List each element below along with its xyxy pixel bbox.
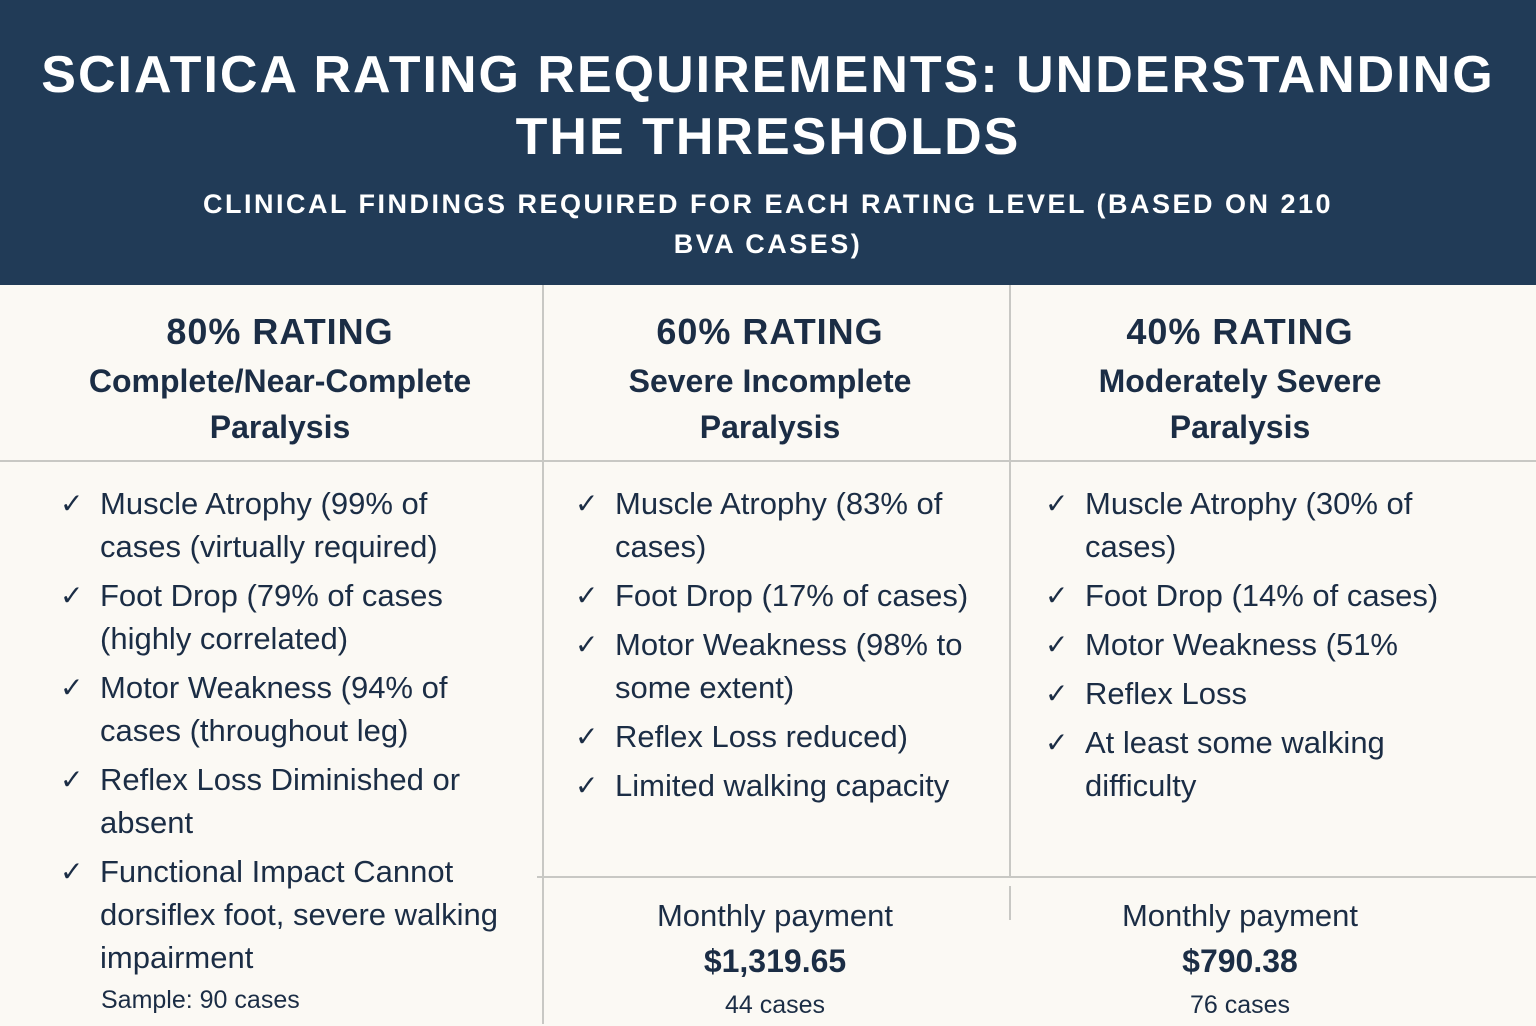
rating-subtitle: Severe Incomplete Paralysis: [628, 363, 912, 445]
checkmark-icon: ✓: [575, 770, 599, 801]
checkmark-icon: ✓: [1045, 488, 1069, 519]
divider: [1009, 886, 1011, 920]
criteria-item: ✓ Foot Drop (14% of cases): [1045, 574, 1445, 617]
divider: [537, 876, 1536, 878]
criteria-text: Motor Weakness (94% of cases (throughout…: [100, 670, 448, 748]
checkmark-icon: ✓: [575, 580, 599, 611]
payment-label: Monthly payment: [1121, 898, 1359, 933]
case-count: 76 cases: [1189, 991, 1291, 1019]
column-header-40: 40% RATING Moderately Severe Paralysis: [1030, 310, 1450, 450]
header: Sciatica Rating Requirements: Understand…: [0, 0, 1536, 285]
criteria-list-80: ✓ Muscle Atrophy (99% of cases (virtually…: [60, 482, 510, 985]
checkmark-icon: ✓: [1045, 727, 1069, 758]
criteria-item: ✓ Functional Impact Cannot dorsiflex foot…: [60, 850, 510, 979]
criteria-text: Foot Drop (14% of cases): [1085, 578, 1439, 613]
criteria-text: Limited walking capacity: [615, 768, 950, 803]
rating-label: 80% RATING: [166, 311, 394, 352]
rating-label: 40% RATING: [1126, 311, 1354, 352]
criteria-text: Foot Drop (79% of cases (highly correlat…: [100, 578, 443, 656]
criteria-text: Muscle Atrophy (83% of cases): [615, 486, 943, 564]
rating-label: 60% RATING: [656, 311, 884, 352]
page-title: Sciatica Rating Requirements: Understand…: [41, 46, 1495, 166]
checkmark-icon: ✓: [60, 488, 84, 519]
payment-40: Monthly payment $790.38 76 cases: [1030, 894, 1450, 1026]
criteria-item: ✓ Foot Drop (79% of cases (highly correla…: [60, 574, 510, 660]
criteria-item: ✓ Muscle Atrophy (99% of cases (virtually…: [60, 482, 510, 568]
criteria-item: ✓ Motor Weakness (94% of cases (throughou…: [60, 666, 510, 752]
checkmark-icon: ✓: [1045, 678, 1069, 709]
payment-60: Monthly payment $1,319.65 44 cases: [560, 894, 990, 1026]
criteria-text: Functional Impact Cannot dorsiflex foot,…: [100, 854, 499, 975]
criteria-item: ✓ Foot Drop (17% of cases): [575, 574, 1000, 617]
divider: [542, 285, 544, 1024]
criteria-list-40: ✓ Muscle Atrophy (30% of cases) ✓ Foot Drop…: [1045, 482, 1445, 813]
criteria-text: Reflex Loss: [1085, 676, 1247, 711]
checkmark-icon: ✓: [60, 856, 84, 887]
checkmark-icon: ✓: [1045, 629, 1069, 660]
payment-amount: $790.38: [1182, 943, 1298, 979]
criteria-text: At least some walking difficulty: [1085, 725, 1385, 803]
criteria-text: Reflex Loss Diminished or absent: [100, 762, 461, 840]
column-header-80: 80% RATING Complete/Near-Complete Paraly…: [30, 310, 530, 450]
rating-subtitle: Complete/Near-Complete Paralysis: [88, 363, 472, 445]
rating-subtitle: Moderately Severe Paralysis: [1098, 363, 1382, 445]
checkmark-icon: ✓: [575, 488, 599, 519]
criteria-text: Foot Drop (17% of cases): [615, 578, 969, 613]
criteria-list-60: ✓ Muscle Atrophy (83% of cases) ✓ Foot Drop…: [575, 482, 1000, 813]
payment-label: Monthly payment: [656, 898, 894, 933]
checkmark-icon: ✓: [60, 764, 84, 795]
criteria-item: ✓ Reflex Loss reduced): [575, 715, 1000, 758]
checkmark-icon: ✓: [575, 721, 599, 752]
page-subtitle: Clinical findings required for each rati…: [202, 189, 1334, 259]
criteria-text: Muscle Atrophy (99% of cases (virtually …: [100, 486, 438, 564]
criteria-item: ✓ Muscle Atrophy (30% of cases): [1045, 482, 1445, 568]
payment-amount: $1,319.65: [703, 943, 847, 979]
column-header-60: 60% RATING Severe Incomplete Paralysis: [560, 310, 980, 450]
checkmark-icon: ✓: [1045, 580, 1069, 611]
criteria-item: ✓ Motor Weakness (51%: [1045, 623, 1445, 666]
criteria-item: ✓ Limited walking capacity: [575, 764, 1000, 807]
sample-size: Sample: 90 cases: [101, 986, 300, 1014]
criteria-item: ✓ At least some walking difficulty: [1045, 721, 1445, 807]
case-count: 44 cases: [724, 991, 826, 1019]
criteria-text: Motor Weakness (51%: [1085, 627, 1398, 662]
criteria-text: Muscle Atrophy (30% of cases): [1085, 486, 1413, 564]
criteria-text: Motor Weakness (98% to some extent): [615, 627, 963, 705]
criteria-text: Reflex Loss reduced): [615, 719, 908, 754]
criteria-item: ✓ Reflex Loss: [1045, 672, 1445, 715]
checkmark-icon: ✓: [575, 629, 599, 660]
checkmark-icon: ✓: [60, 580, 84, 611]
divider: [1009, 285, 1011, 877]
criteria-item: ✓ Reflex Loss Diminished or absent: [60, 758, 510, 844]
criteria-item: ✓ Muscle Atrophy (83% of cases): [575, 482, 1000, 568]
divider: [0, 460, 1536, 462]
criteria-item: ✓ Motor Weakness (98% to some extent): [575, 623, 1000, 709]
checkmark-icon: ✓: [60, 672, 84, 703]
